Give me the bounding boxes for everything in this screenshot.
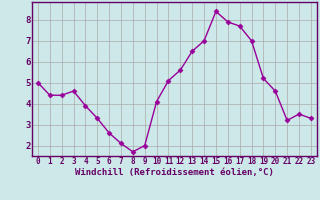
X-axis label: Windchill (Refroidissement éolien,°C): Windchill (Refroidissement éolien,°C): [75, 168, 274, 177]
